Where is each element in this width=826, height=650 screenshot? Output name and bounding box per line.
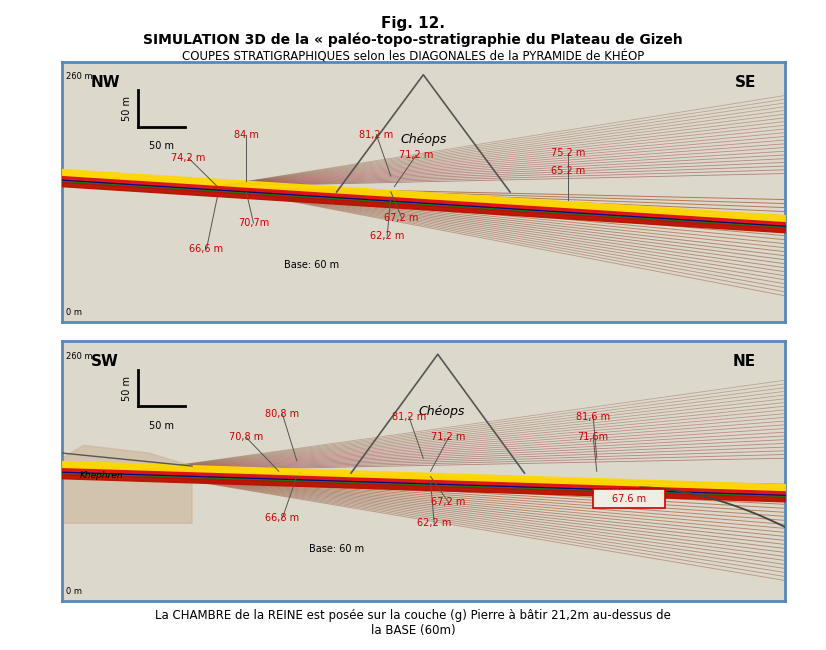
Text: 260 m: 260 m <box>65 352 93 361</box>
Text: SW: SW <box>91 354 119 369</box>
Text: Fig. 12.: Fig. 12. <box>381 16 445 31</box>
Text: 70,7m: 70,7m <box>238 218 269 228</box>
Text: Base: 60 m: Base: 60 m <box>284 259 339 270</box>
Text: Chéops: Chéops <box>418 405 464 418</box>
Text: SE: SE <box>734 75 756 90</box>
Text: 260 m: 260 m <box>65 72 93 81</box>
Text: 67,2 m: 67,2 m <box>431 497 466 508</box>
Polygon shape <box>62 445 192 523</box>
Text: 71,6m: 71,6m <box>577 432 609 443</box>
Text: 71,2 m: 71,2 m <box>399 150 434 161</box>
Text: Chéops: Chéops <box>400 133 447 146</box>
Text: La CHAMBRE de la REINE est posée sur la couche (g) Pierre à bâtir 21,2m au-dessu: La CHAMBRE de la REINE est posée sur la … <box>155 609 671 637</box>
Text: 70,8 m: 70,8 m <box>229 432 263 443</box>
Text: 0 m: 0 m <box>65 587 82 596</box>
Text: 50 m: 50 m <box>122 376 132 400</box>
Text: 66,6 m: 66,6 m <box>189 244 224 254</box>
Text: 50 m: 50 m <box>149 421 173 430</box>
Text: Base: 60 m: Base: 60 m <box>309 544 364 554</box>
Text: 50 m: 50 m <box>122 96 132 121</box>
Text: 0 m: 0 m <box>65 307 82 317</box>
Text: 62,2 m: 62,2 m <box>417 518 451 528</box>
Text: 66,8 m: 66,8 m <box>265 513 300 523</box>
Text: 50 m: 50 m <box>149 141 173 151</box>
Text: 81,2 m: 81,2 m <box>392 411 426 422</box>
Text: 67.6 m: 67.6 m <box>612 493 647 504</box>
Text: 80,8 m: 80,8 m <box>265 409 300 419</box>
Text: 71,2 m: 71,2 m <box>431 432 466 443</box>
Text: SIMULATION 3D de la « paléo-topo-stratigraphie du Plateau de Gizeh: SIMULATION 3D de la « paléo-topo-stratig… <box>143 32 683 47</box>
Text: 81,6 m: 81,6 m <box>576 411 610 422</box>
Text: COUPES STRATIGRAPHIQUES selon les DIAGONALES de la PYRAMIDE de KHÉOP: COUPES STRATIGRAPHIQUES selon les DIAGON… <box>182 51 644 64</box>
Text: 65.2 m: 65.2 m <box>551 166 585 176</box>
Text: 67,2 m: 67,2 m <box>384 213 419 223</box>
Text: 62,2 m: 62,2 m <box>370 231 405 241</box>
Text: 75.2 m: 75.2 m <box>551 148 585 158</box>
Text: 81,2 m: 81,2 m <box>359 129 393 140</box>
Bar <box>593 489 666 508</box>
Text: 84 m: 84 m <box>234 129 259 140</box>
Text: Khephren: Khephren <box>80 471 124 480</box>
Text: 74,2 m: 74,2 m <box>171 153 206 163</box>
Text: NW: NW <box>91 75 121 90</box>
Text: NE: NE <box>733 354 756 369</box>
